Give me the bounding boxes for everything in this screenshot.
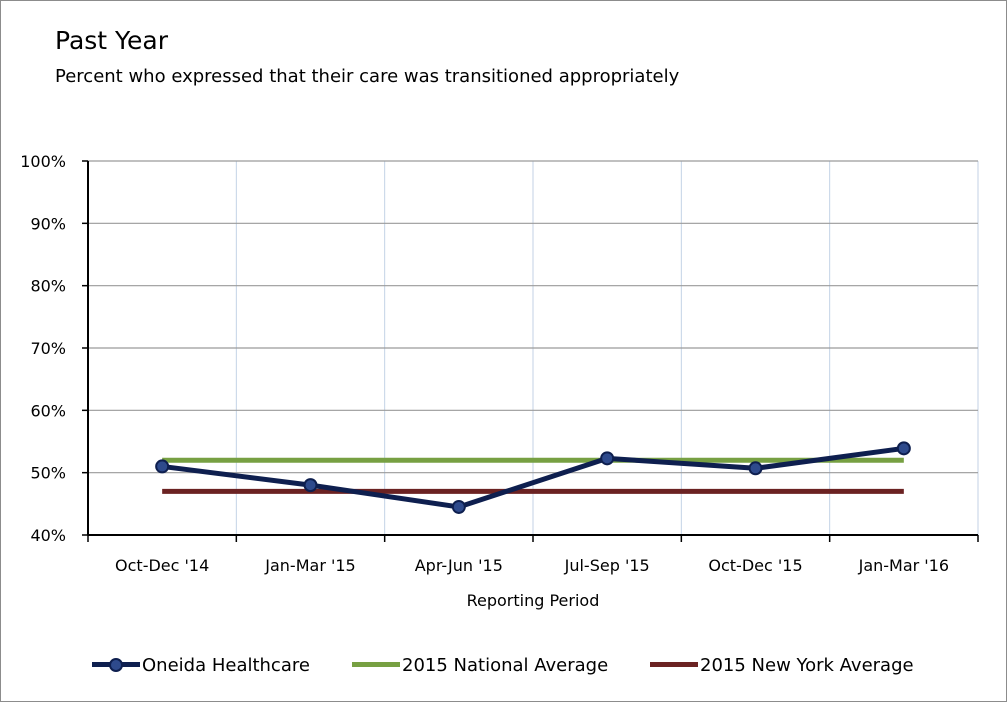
x-tick-label: Jan-Mar '16 xyxy=(858,556,949,575)
x-tick-label: Apr-Jun '15 xyxy=(415,556,503,575)
legend-label-oneida: Oneida Healthcare xyxy=(142,654,310,676)
data-point xyxy=(600,451,615,466)
x-axis-title: Reporting Period xyxy=(467,591,600,610)
y-tick-label: 70% xyxy=(30,339,66,358)
legend-marker-oneida xyxy=(109,658,123,672)
y-tick-label: 90% xyxy=(30,214,66,233)
y-tick-label: 80% xyxy=(30,277,66,296)
data-point xyxy=(303,478,318,493)
legend-item-oneida: Oneida Healthcare xyxy=(92,652,310,678)
y-tick-label: 60% xyxy=(30,401,66,420)
data-point xyxy=(896,441,911,456)
x-tick-label: Oct-Dec '15 xyxy=(708,556,802,575)
x-tick-label: Oct-Dec '14 xyxy=(115,556,209,575)
legend-item-newyork: 2015 New York Average xyxy=(650,652,914,678)
series-line-0 xyxy=(161,445,905,510)
legend-label-newyork: 2015 New York Average xyxy=(700,654,914,676)
data-point xyxy=(451,499,466,514)
x-tick-label: Jan-Mar '15 xyxy=(264,556,355,575)
legend-label-national: 2015 National Average xyxy=(402,654,609,676)
legend-item-national: 2015 National Average xyxy=(352,652,608,678)
chart-title: Past Year xyxy=(55,26,168,55)
data-point xyxy=(155,459,170,474)
legend-swatch-national xyxy=(352,652,400,678)
data-point xyxy=(748,461,763,476)
y-tick-label: 40% xyxy=(30,526,66,545)
legend-swatch-oneida xyxy=(92,652,140,678)
y-tick-label: 100% xyxy=(20,152,66,171)
legend-swatch-newyork xyxy=(650,652,698,678)
legend: Oneida Healthcare 2015 National Average … xyxy=(0,652,1007,678)
y-tick-label: 50% xyxy=(30,464,66,483)
chart-subtitle: Percent who expressed that their care wa… xyxy=(55,66,680,87)
x-tick-label: Jul-Sep '15 xyxy=(564,556,650,575)
legend-line-newyork xyxy=(650,662,698,667)
legend-line-national xyxy=(352,662,400,667)
